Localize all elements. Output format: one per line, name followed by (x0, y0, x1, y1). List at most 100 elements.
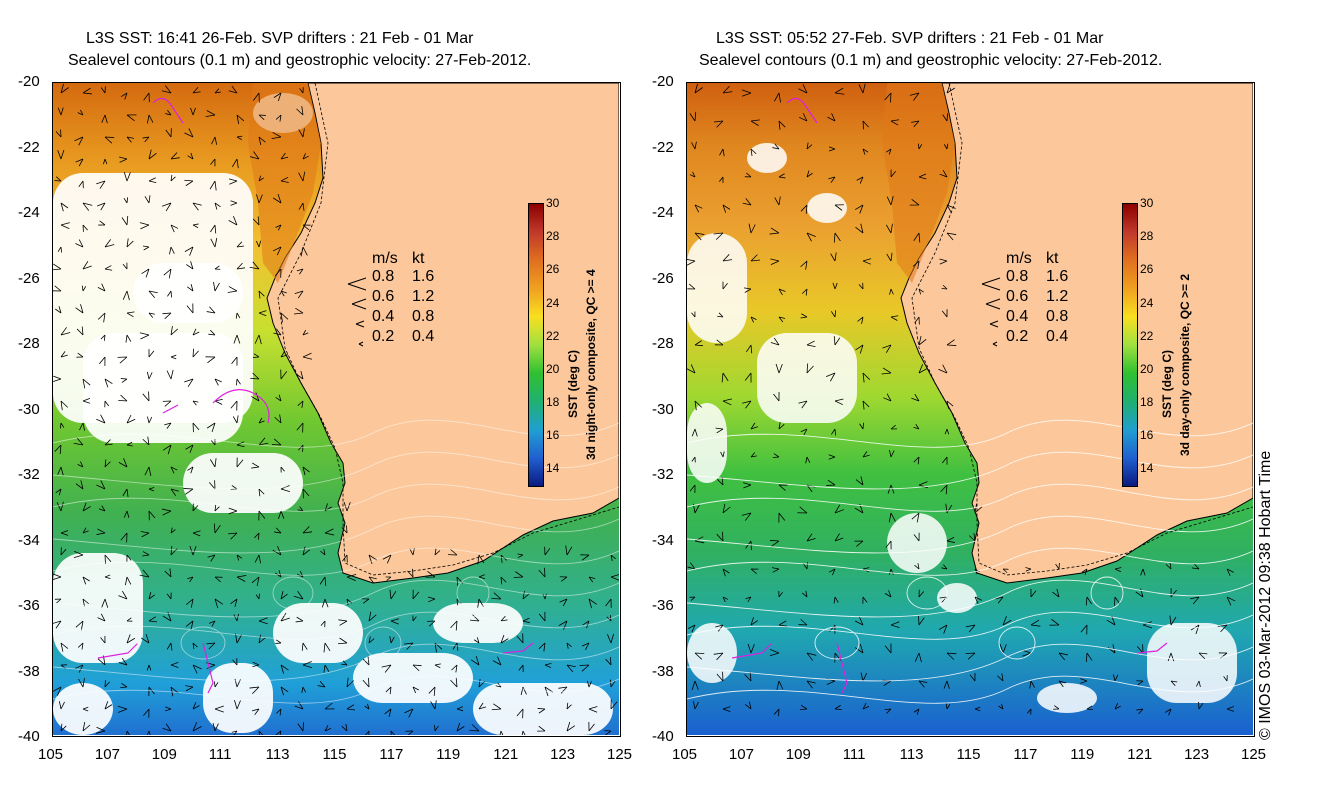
velocity-arrow (917, 143, 923, 150)
velocity-arrow (918, 335, 927, 346)
velocity-arrow (53, 263, 62, 271)
velocity-arrow (478, 702, 487, 710)
velocity-arrow (833, 596, 839, 604)
velocity-arrow (862, 400, 870, 410)
lon-tick-label: 125 (607, 746, 633, 763)
velocity-arrow (771, 567, 780, 573)
velocity-arrow (800, 428, 808, 436)
velocity-arrow (885, 540, 892, 550)
velocity-arrow (211, 136, 218, 145)
velocity-arrow (834, 87, 845, 95)
velocity-arrow (251, 708, 260, 716)
velocity-arrow (104, 400, 110, 408)
velocity-arrow (610, 554, 616, 562)
velocity-arrow (118, 458, 128, 468)
velocity-arrow (75, 239, 84, 248)
left-colorbar-subtitle: 3d night-only composite, QC >= 4 (584, 269, 598, 460)
velocity-arrow (1086, 705, 1094, 711)
velocity-arrow (750, 254, 761, 262)
drifter-track (786, 97, 818, 124)
cloud-gap (353, 653, 473, 703)
contour-line (53, 675, 620, 704)
velocity-arrow (773, 708, 780, 717)
velocity-arrow (434, 663, 441, 669)
legend-header-ms: m/s (372, 250, 398, 267)
velocity-arrow (123, 197, 129, 204)
velocity-arrow (117, 356, 128, 364)
velocity-arrow (687, 364, 696, 374)
velocity-arrow (722, 85, 733, 94)
velocity-arrow (368, 576, 377, 584)
velocity-arrow (691, 456, 696, 463)
velocity-arrow (214, 598, 224, 609)
velocity-arrow (544, 662, 552, 669)
velocity-arrow (889, 449, 895, 458)
velocity-arrow (346, 574, 357, 582)
velocity-arrow (537, 725, 546, 732)
velocity-arrow (231, 158, 239, 169)
contour-line (687, 643, 1254, 682)
velocity-arrow (95, 726, 106, 734)
velocity-arrow (1058, 652, 1068, 661)
velocity-arrow (254, 532, 260, 540)
cloud-gap (1037, 683, 1097, 713)
velocity-arrow (60, 327, 71, 336)
velocity-arrow (165, 128, 172, 138)
velocity-arrow (275, 639, 282, 644)
velocity-arrow (189, 545, 197, 556)
velocity-arrow (770, 337, 780, 346)
velocity-arrow (805, 456, 811, 464)
velocity-arrow (945, 503, 953, 514)
velocity-arrow (1165, 562, 1172, 570)
velocity-arrow (231, 730, 238, 736)
velocity-arrow (82, 260, 92, 270)
velocity-arrow (143, 92, 150, 103)
velocity-arrow (830, 310, 837, 318)
velocity-arrow (236, 241, 245, 248)
velocity-arrow (58, 701, 65, 710)
velocity-arrow (743, 287, 752, 293)
velocity-arrow (522, 590, 530, 600)
velocity-arrow (722, 596, 729, 603)
velocity-arrow (104, 239, 115, 248)
right-map-svg (687, 83, 1254, 735)
lon-tick-label: 111 (842, 746, 866, 763)
velocity-arrow (232, 415, 239, 424)
right-colorbar-title: SST (deg C) (1160, 350, 1174, 418)
eddy-contour (180, 626, 226, 660)
velocity-arrow (60, 530, 69, 536)
velocity-arrow (806, 363, 814, 374)
velocity-arrow (799, 704, 808, 711)
velocity-arrow (258, 310, 267, 317)
velocity-arrow (126, 414, 136, 424)
velocity-arrow (170, 527, 176, 534)
velocity-arrow (118, 394, 128, 402)
velocity-arrow (610, 699, 618, 710)
velocity-arrow (341, 525, 348, 534)
velocity-arrow (280, 664, 289, 674)
velocity-arrow (1053, 705, 1060, 710)
velocity-arrow (769, 649, 780, 657)
lat-tick-label: -20 (652, 73, 674, 90)
velocity-arrow (856, 176, 864, 184)
velocity-arrow (210, 237, 218, 248)
velocity-arrows (53, 83, 620, 736)
velocity-arrow (469, 724, 480, 732)
velocity-arrow (774, 196, 781, 206)
velocity-arrow (938, 624, 948, 634)
velocity-arrow (233, 613, 239, 622)
velocity-arrow (258, 617, 268, 625)
velocity-arrow (320, 549, 326, 556)
velocity-arrow (324, 528, 335, 536)
velocity-arrow (451, 664, 458, 673)
velocity-arrow (126, 238, 134, 248)
velocity-arrow (98, 505, 106, 512)
cloud-gap (687, 403, 727, 483)
velocity-arrow (885, 223, 893, 234)
velocity-arrow (911, 512, 920, 523)
velocity-arrow (252, 216, 260, 226)
velocity-arrow (911, 120, 920, 128)
velocity-arrow (208, 620, 216, 627)
velocity-arrow (192, 422, 200, 433)
velocity-arrow (297, 400, 304, 409)
